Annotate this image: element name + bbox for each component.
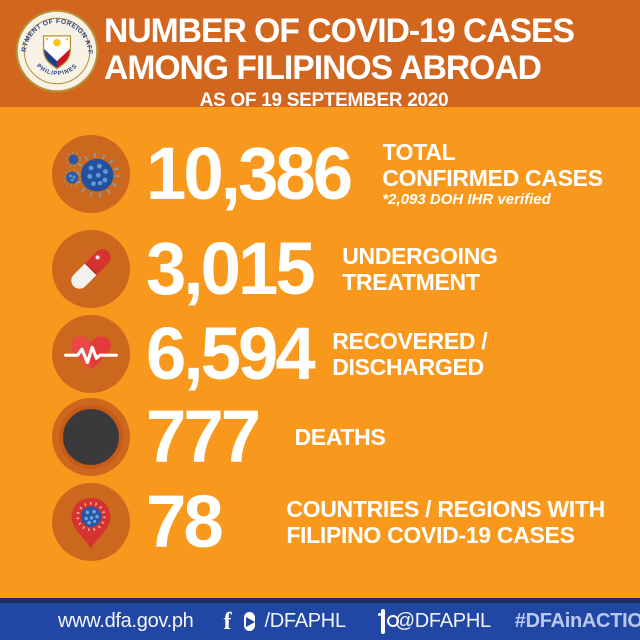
instagram-icon[interactable]	[377, 609, 399, 634]
website-link[interactable]: www.dfa.gov.ph	[58, 610, 194, 632]
doh-ihr-note: *2,093 DOH IHR verified	[382, 191, 551, 208]
stat-row-deaths: 777 DEATHS	[52, 397, 640, 477]
play-triangle	[245, 616, 255, 627]
footer-bar: www.dfa.gov.ph f /DFAPHL @DFAPHL #DFAinA…	[0, 598, 640, 640]
stat-label-line2: CONFIRMED CASES	[382, 165, 603, 191]
twitter-instagram-handle[interactable]: @DFAPHL	[394, 610, 491, 632]
stat-label-line1: DEATHS	[294, 424, 386, 450]
stat-label-countries-regions: COUNTRIES / REGIONS WITH FILIPINO COVID-…	[286, 496, 605, 548]
page-title-line2: AMONG FILIPINOS ABROAD	[104, 49, 542, 87]
death-icon	[52, 398, 130, 476]
virus-icon	[52, 135, 130, 213]
stat-label-line2: FILIPINO COVID-19 CASES	[286, 522, 575, 548]
stat-row-undergoing-treatment: 3,015 UNDERGOING TREATMENT	[52, 229, 640, 309]
stat-value-undergoing-treatment: 3,015	[146, 227, 316, 310]
stat-value-recovered-discharged: 6,594	[146, 312, 316, 395]
facebook-icon[interactable]: f	[223, 608, 232, 635]
stat-label-total-confirmed: TOTAL CONFIRMED CASES *2,093 DOH IHR ver…	[382, 139, 603, 209]
page-title-line1: NUMBER OF COVID-19 CASES	[104, 12, 575, 50]
header-band: DEPARTMENT OF FOREIGN AFFAIRS PHILIPPINE…	[0, 0, 640, 111]
pill-icon	[52, 230, 130, 308]
stat-label-line2: TREATMENT	[342, 269, 480, 295]
stat-row-countries-regions: 78 COUNTRIES / REGIONS WITH FILIPINO COV…	[52, 482, 640, 562]
stat-label-line2: DISCHARGED	[332, 354, 484, 380]
location-virus-icon	[52, 483, 130, 561]
as-of-date: AS OF 19 SEPTEMBER 2020	[199, 90, 449, 111]
stat-value-deaths: 777	[146, 395, 261, 478]
instagram-dot	[377, 613, 381, 616]
stat-label-undergoing-treatment: UNDERGOING TREATMENT	[342, 243, 498, 295]
heart-pulse-icon	[52, 315, 130, 393]
stat-label-deaths: DEATHS	[294, 424, 385, 450]
stat-value-total-confirmed: 10,386	[146, 132, 353, 215]
instagram-lens	[386, 615, 399, 627]
black-circle	[59, 405, 123, 469]
facebook-youtube-handle[interactable]: /DFAPHL	[264, 610, 347, 632]
stat-label-line1: TOTAL	[382, 139, 456, 165]
dfa-seal-logo: DEPARTMENT OF FOREIGN AFFAIRS PHILIPPINE…	[15, 9, 99, 93]
stat-label-recovered-discharged: RECOVERED / DISCHARGED	[332, 328, 487, 380]
hashtag-dfainaction: #DFAinACTION	[514, 610, 640, 632]
stat-row-total-confirmed: 10,386 TOTAL CONFIRMED CASES *2,093 DOH …	[52, 134, 640, 214]
stat-label-line1: RECOVERED /	[332, 328, 488, 354]
youtube-icon[interactable]	[243, 612, 255, 631]
stat-label-line1: COUNTRIES / REGIONS WITH	[286, 496, 605, 522]
stat-value-countries-regions: 78	[146, 480, 224, 563]
stat-row-recovered-discharged: 6,594 RECOVERED / DISCHARGED	[52, 314, 640, 394]
stat-label-line1: UNDERGOING	[342, 243, 498, 269]
